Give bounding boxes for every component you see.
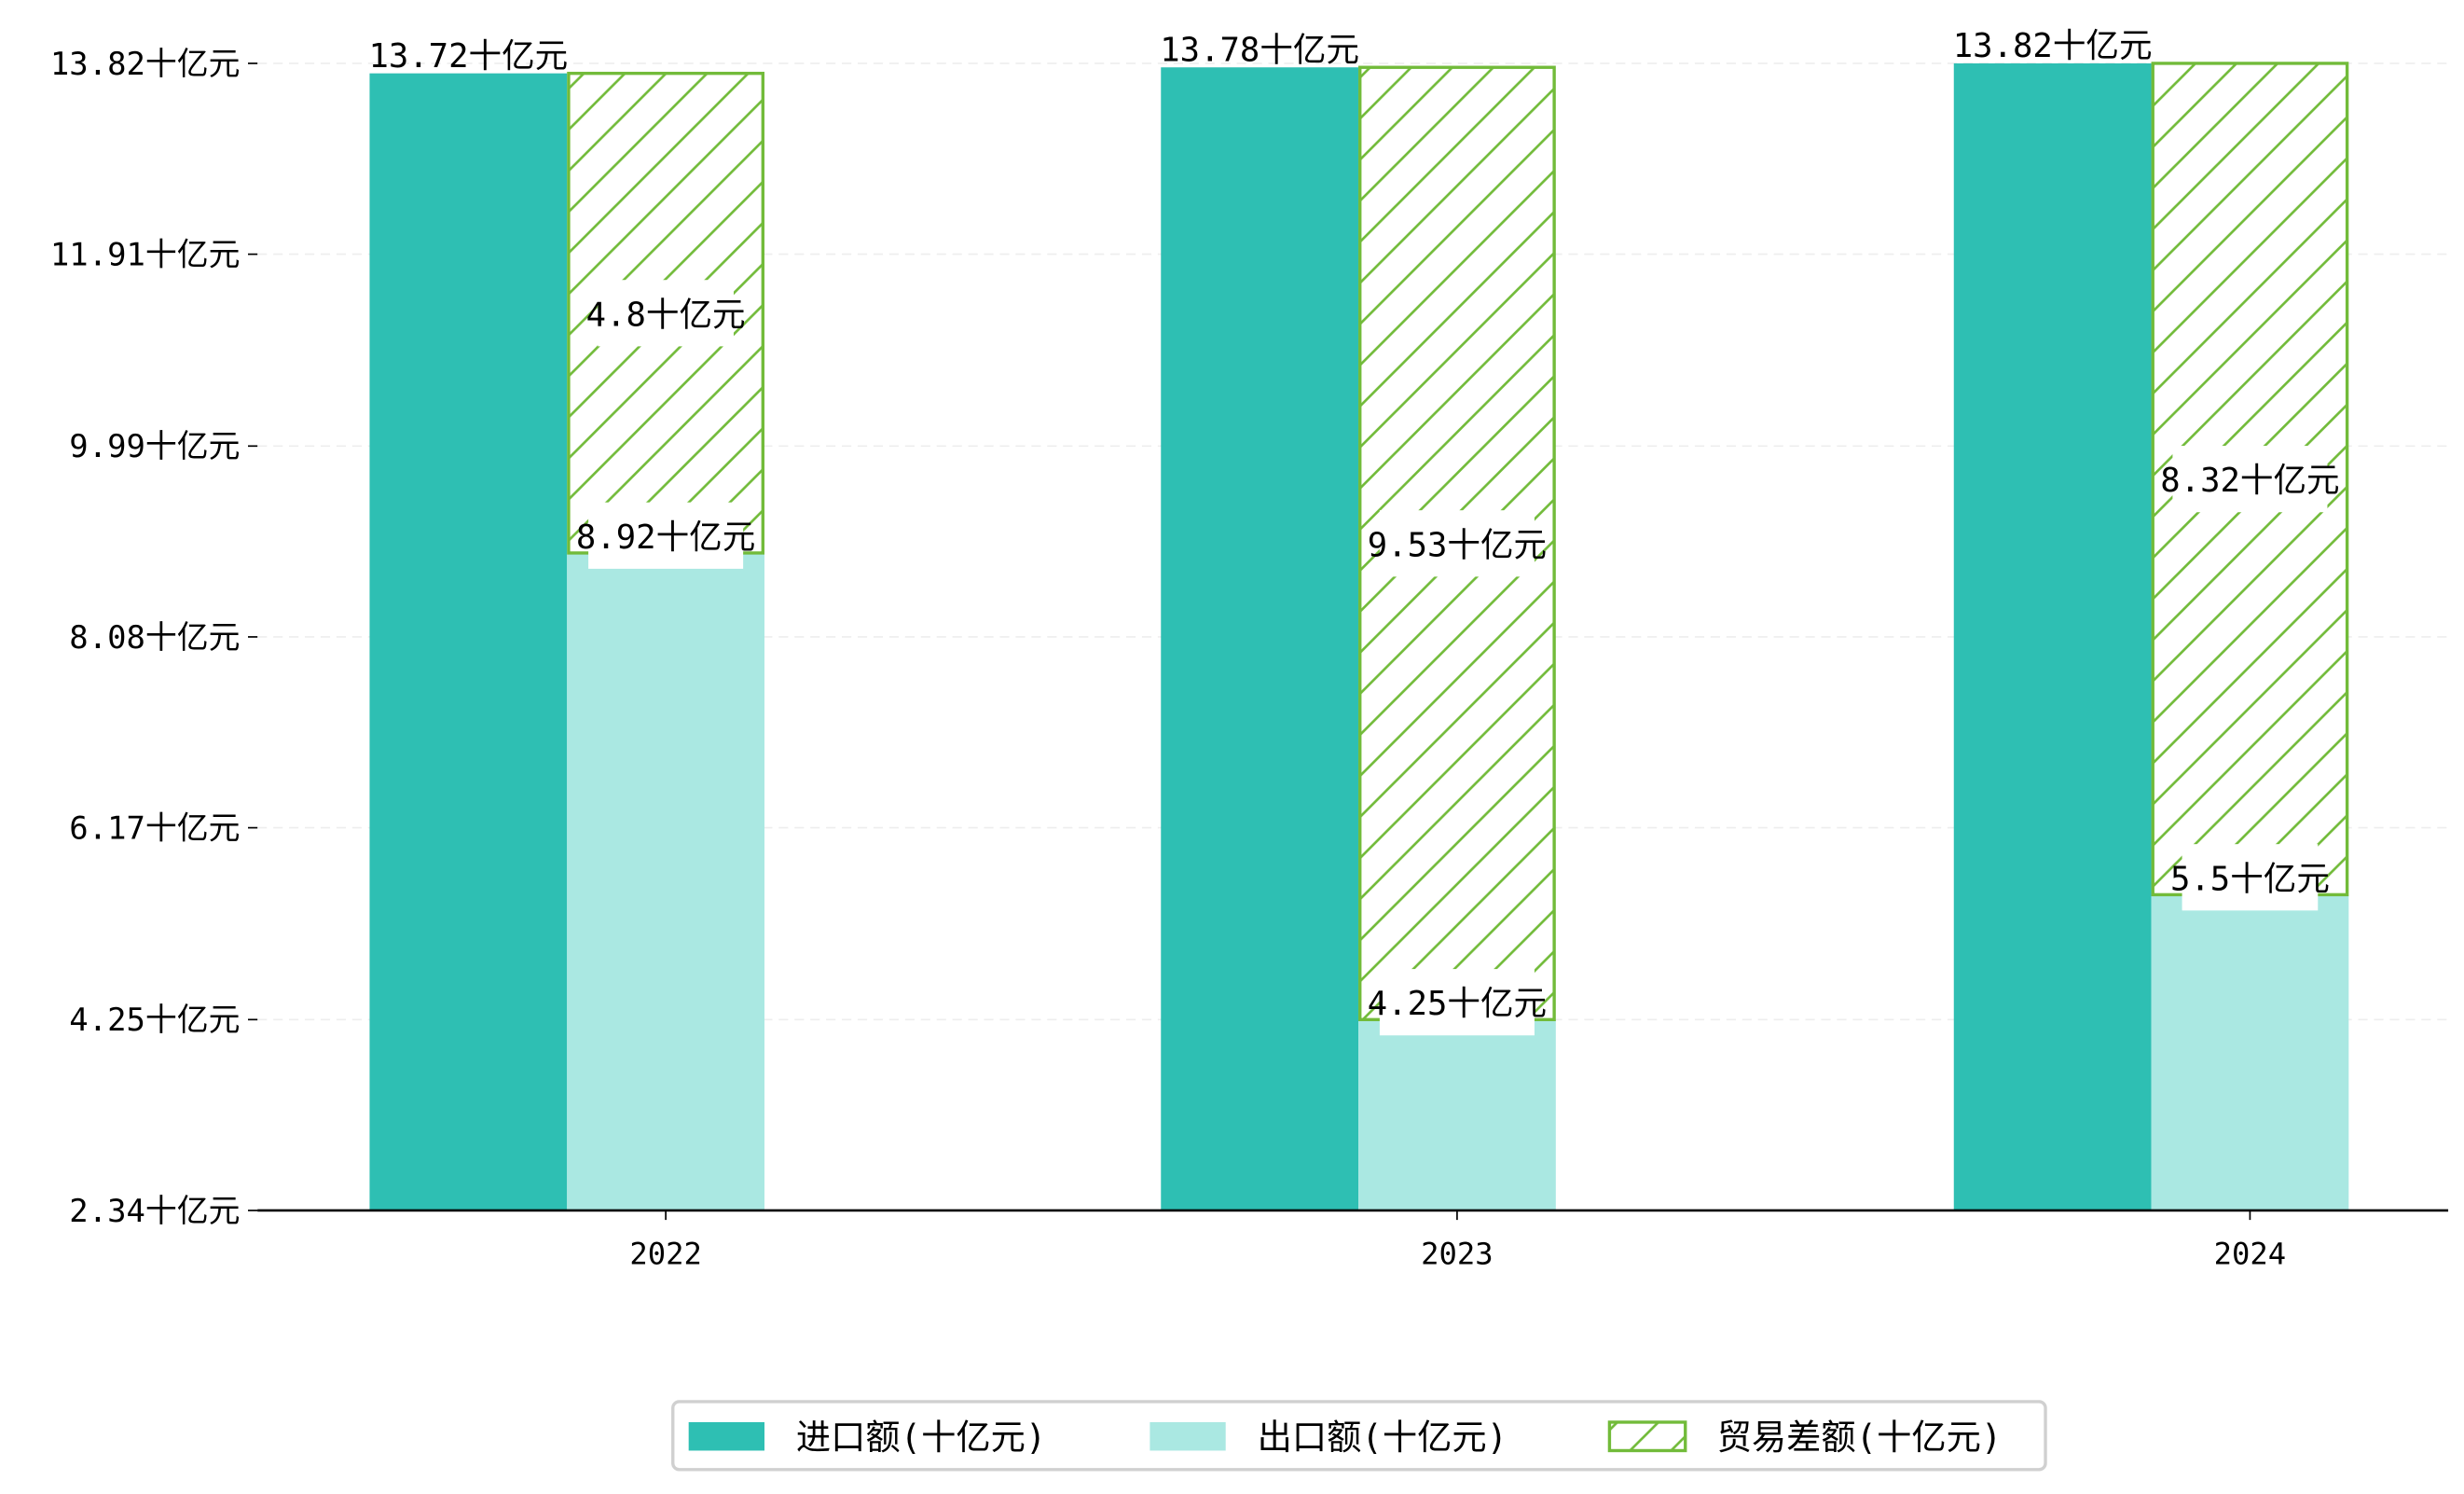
balance-data-label-text: 9.53十亿元	[1368, 526, 1547, 564]
imports-data-label-text: 13.82十亿元	[1953, 27, 2153, 65]
legend-item-exports: 出口额(十亿元)	[1149, 1417, 1507, 1458]
balance-data-label-text: 8.32十亿元	[2160, 462, 2339, 500]
imports-data-label-text: 13.78十亿元	[1160, 31, 1359, 69]
exports-data-label: 4.25十亿元	[1368, 969, 1547, 1036]
y-tick-label: 13.82十亿元	[50, 46, 241, 82]
y-tick-label: 8.08十亿元	[69, 619, 240, 656]
imports-bar	[1161, 67, 1359, 1210]
exports-data-label-text: 5.5十亿元	[2170, 860, 2330, 898]
exports-data-label: 5.5十亿元	[2170, 844, 2330, 911]
legend-label-balance: 贸易差额(十亿元)	[1717, 1417, 2003, 1458]
legend-label-imports: 进口额(十亿元)	[796, 1417, 1046, 1458]
exports-data-label-text: 4.25十亿元	[1368, 985, 1547, 1023]
legend-item-imports: 进口额(十亿元)	[688, 1417, 1046, 1458]
balance-data-label: 4.8十亿元	[586, 280, 746, 347]
exports-data-label-bg	[2182, 844, 2319, 911]
legend-frame	[671, 1400, 2047, 1472]
exports-data-label-bg	[588, 502, 744, 569]
y-tick-label: 9.99十亿元	[69, 428, 240, 464]
legend-swatch-exports	[1149, 1421, 1226, 1451]
exports-bar	[2151, 894, 2349, 1210]
x-tick-label: 2024	[2214, 1237, 2287, 1272]
legend-label-exports: 出口额(十亿元)	[1258, 1417, 1507, 1458]
balance-data-label-bg	[1379, 510, 1535, 577]
y-tick-label: 11.91十亿元	[50, 236, 241, 272]
exports-data-label-text: 8.92十亿元	[576, 519, 755, 557]
y-tick-label: 4.25十亿元	[69, 1002, 240, 1038]
balance-data-label-text: 4.8十亿元	[586, 296, 746, 334]
imports-bar	[369, 73, 568, 1210]
x-tick-label: 2022	[629, 1237, 702, 1272]
balance-data-label-bg	[2172, 446, 2328, 513]
legend-swatch-imports	[688, 1421, 765, 1451]
imports-data-label: 13.72十亿元	[368, 37, 568, 76]
balance-data-label: 9.53十亿元	[1368, 510, 1547, 577]
y-tick-label: 2.34十亿元	[69, 1193, 240, 1229]
legend-item-balance: 贸易差额(十亿元)	[1607, 1417, 2003, 1458]
exports-bar	[567, 552, 765, 1210]
balance-data-label: 8.32十亿元	[2160, 446, 2340, 513]
x-tick-label: 2023	[1421, 1237, 1494, 1272]
imports-bar	[1953, 62, 2152, 1210]
exports-data-label: 8.92十亿元	[576, 502, 755, 569]
y-tick-label: 6.17十亿元	[69, 809, 240, 846]
balance-data-label-bg	[598, 280, 734, 347]
exports-bar	[1358, 1019, 1556, 1210]
legend-swatch-balance	[1607, 1420, 1687, 1453]
imports-data-label-text: 13.72十亿元	[368, 37, 568, 76]
imports-data-label: 13.82十亿元	[1953, 27, 2153, 65]
imports-data-label: 13.78十亿元	[1160, 31, 1359, 69]
exports-data-label-bg	[1379, 969, 1535, 1036]
legend: 进口额(十亿元) 出口额(十亿元) 贸易差额(十亿元)	[671, 1400, 2047, 1472]
